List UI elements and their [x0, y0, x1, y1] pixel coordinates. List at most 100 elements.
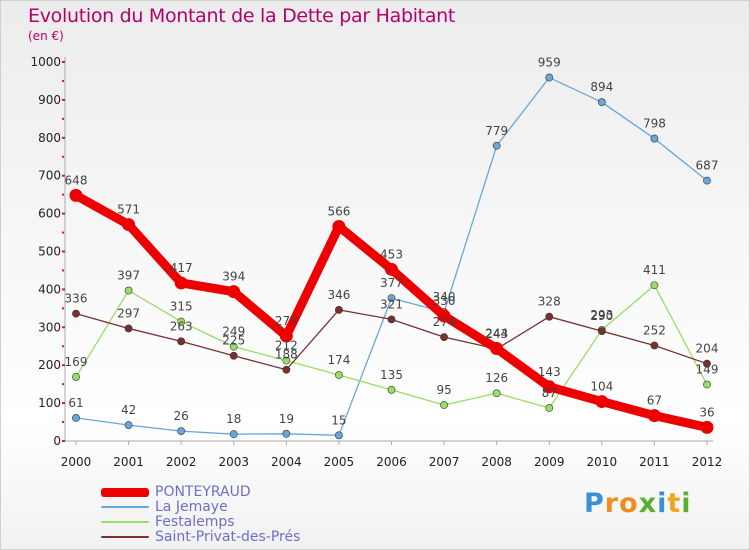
data-point [440, 333, 448, 342]
data-label: 249 [222, 325, 245, 339]
y-tick-label: 700 [38, 169, 61, 183]
x-tick-label: 2002 [166, 455, 197, 469]
data-point [492, 141, 501, 150]
data-point [69, 188, 83, 202]
data-label: 315 [170, 300, 193, 314]
data-label: 328 [538, 295, 561, 309]
y-tick-label: 800 [38, 131, 61, 145]
x-tick-label: 2009 [534, 455, 565, 469]
legend-item-la-jemaye: La Jemaye [101, 499, 401, 515]
legend-label: Festalemps [155, 514, 235, 530]
data-point [122, 218, 136, 232]
y-tick-label: 900 [38, 93, 61, 107]
data-point [545, 73, 554, 82]
data-point [124, 421, 133, 429]
data-point [335, 431, 343, 440]
data-point [700, 420, 714, 434]
y-minor-tick [62, 307, 64, 310]
data-point [282, 365, 291, 374]
data-label: 188 [275, 348, 298, 362]
chart-title: Evolution du Montant de la Dette par Hab… [28, 5, 456, 27]
chart-subtitle: (en €) [28, 29, 64, 43]
data-point [650, 134, 659, 143]
x-tick-label: 2001 [113, 455, 144, 469]
data-label: 297 [117, 306, 140, 320]
y-minor-tick [62, 155, 64, 158]
data-point [597, 327, 606, 335]
logo-letter: r [604, 488, 620, 519]
data-label: 894 [590, 80, 613, 94]
legend-swatch [101, 536, 149, 538]
y-tick-mark [62, 364, 65, 367]
x-tick-label: 2003 [218, 455, 249, 469]
data-label: 779 [485, 124, 508, 138]
legend-item-ponteyraud: PONTEYRAUD [101, 484, 401, 500]
data-label: 571 [117, 203, 140, 217]
data-label: 26 [174, 409, 189, 423]
data-point [279, 329, 293, 343]
data-point [177, 317, 186, 326]
legend-swatch [101, 521, 149, 523]
data-label: 19 [279, 412, 294, 426]
data-label: 244 [485, 327, 508, 341]
legend-swatch [101, 488, 149, 497]
data-point [387, 315, 396, 324]
data-point [124, 286, 133, 295]
data-point [650, 341, 659, 350]
data-point [545, 404, 554, 412]
data-point [282, 429, 291, 438]
data-label: 394 [222, 270, 245, 284]
data-point [124, 324, 133, 333]
data-point [335, 371, 343, 379]
data-label: 95 [436, 383, 451, 397]
data-label: 174 [327, 353, 350, 367]
data-point [492, 389, 501, 398]
legend-item-saint-privat-des-pres: Saint-Privat-des-Prés [101, 529, 401, 545]
data-point [174, 276, 188, 290]
data-label: 274 [433, 315, 456, 329]
y-tick-label: 400 [38, 282, 61, 296]
data-label: 293 [590, 308, 613, 322]
data-point [490, 342, 504, 356]
data-label: 687 [696, 159, 719, 173]
y-tick-label: 200 [38, 358, 61, 372]
data-label: 277 [275, 314, 298, 328]
logo-letter: i [657, 488, 668, 519]
data-label: 336 [65, 292, 88, 306]
y-tick-label: 600 [38, 207, 61, 221]
data-label: 648 [65, 173, 88, 187]
proxiti-logo: Proxiti [584, 488, 692, 519]
data-point [282, 356, 291, 365]
data-label: 42 [121, 403, 136, 417]
data-label: 135 [380, 368, 403, 382]
logo-letter: i [681, 488, 692, 519]
data-label: 330 [433, 294, 456, 308]
data-point [647, 409, 661, 423]
data-point [229, 342, 238, 351]
logo-letter: x [638, 488, 658, 519]
data-point [387, 294, 396, 303]
data-point [229, 351, 238, 360]
data-label: 321 [380, 297, 403, 311]
data-label: 87 [542, 386, 557, 400]
data-point [650, 281, 659, 290]
y-tick-mark [62, 212, 65, 215]
x-tick-label: 2006 [376, 455, 407, 469]
data-point [703, 176, 711, 185]
data-point [227, 285, 241, 299]
x-tick-label: 2010 [587, 455, 618, 469]
x-tick-label: 2004 [271, 455, 302, 469]
y-minor-tick [62, 193, 64, 196]
y-minor-tick [62, 383, 64, 386]
data-point [545, 312, 554, 321]
legend-label: Saint-Privat-des-Prés [155, 529, 301, 545]
data-point [437, 309, 451, 323]
data-label: 411 [643, 263, 666, 277]
x-tick-label: 2007 [429, 455, 460, 469]
y-tick-mark [62, 288, 65, 291]
y-minor-tick [62, 117, 64, 120]
legend: PONTEYRAUD La Jemaye Festalemps Saint-Pr… [101, 484, 401, 545]
data-point [440, 401, 448, 409]
y-tick-mark [62, 440, 65, 442]
